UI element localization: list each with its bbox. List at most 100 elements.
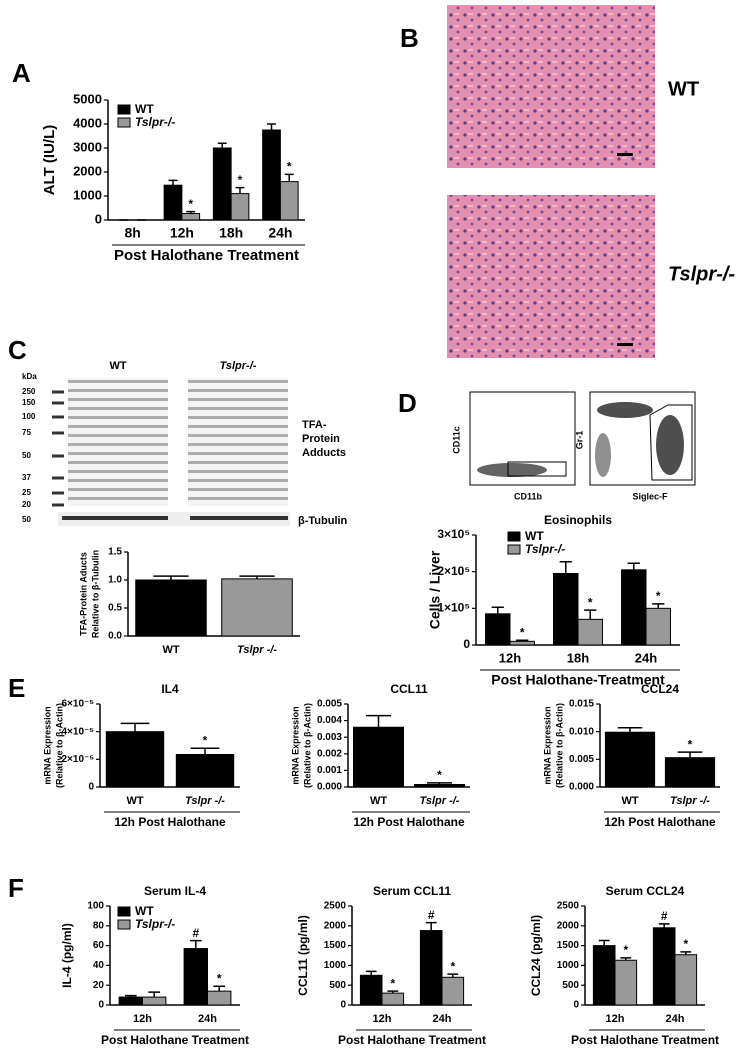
ladder-band: [52, 431, 64, 435]
x-axis-label: 12h Post Halothane: [114, 815, 226, 829]
bar: [118, 996, 143, 1006]
ladder-band: [52, 390, 64, 394]
marker-label: 75: [22, 428, 31, 437]
x-tick-label: 12h: [606, 1013, 625, 1025]
x-axis-label: Post Halothane Treatment: [338, 1033, 486, 1047]
y-tick-label: 1500: [324, 940, 347, 951]
x-tick-label: WT: [370, 795, 387, 807]
bar: [381, 992, 405, 1006]
y-axis-label: mRNA Expression: [290, 706, 300, 784]
blot-label: TFA-: [302, 419, 327, 431]
bar: [230, 193, 250, 221]
scale-bar: [617, 343, 633, 346]
marker-label: 37: [22, 473, 31, 482]
histology-label: Tslpr-/-: [668, 263, 735, 285]
error-bar: [598, 939, 610, 946]
bar: [181, 213, 201, 221]
y-tick-label: 3000: [73, 139, 102, 154]
marker-label: 25: [22, 488, 31, 497]
x-tick-label: WT: [162, 644, 179, 656]
legend-label: Tslpr-/-: [135, 115, 175, 129]
y-axis-label: CCL24 (pg/ml): [529, 915, 543, 996]
error-bar: [213, 985, 226, 992]
y-tick-label: 1000: [73, 187, 102, 202]
blot-image: [188, 378, 288, 506]
y-axis-label: Relative to β-Tubulin: [90, 550, 100, 638]
bar: [485, 613, 511, 646]
x-tick-label: 12h: [499, 650, 521, 665]
y-tick-label: 0.002: [317, 748, 342, 759]
panel-label: C: [8, 335, 27, 365]
error-bar: [491, 606, 504, 614]
error-bar: [365, 970, 377, 976]
significance-mark: *: [188, 197, 193, 211]
error-bar: [425, 921, 437, 931]
error-bar: [148, 991, 161, 998]
scale-bar: [617, 153, 633, 156]
x-tick-label: Tslpr -/-: [185, 795, 225, 807]
x-tick-label: 12h: [133, 1013, 152, 1025]
x-tick-label: WT: [126, 795, 143, 807]
bar: [163, 184, 183, 221]
y-tick-label: 0: [573, 1000, 579, 1011]
error-bar: [189, 939, 202, 949]
bar: [652, 927, 676, 1006]
histology-image: [447, 5, 655, 168]
x-tick-label: Tslpr -/-: [237, 644, 277, 656]
marker-label: 100: [22, 412, 36, 421]
error-bar: [124, 994, 137, 998]
significance-mark: *: [390, 976, 395, 990]
error-bar: [387, 990, 399, 994]
y-tick-label: 0: [98, 1000, 104, 1011]
x-axis-label: Post Halothane-Treatment: [491, 672, 665, 688]
error-bar: [168, 179, 178, 186]
x-tick-label: 24h: [666, 1013, 685, 1025]
x-tick-label: 24h: [433, 1013, 452, 1025]
error-bar: [217, 142, 227, 148]
y-tick-label: 80: [93, 920, 105, 931]
bar: [674, 954, 698, 1006]
legend-swatch: [117, 919, 131, 930]
error-bar: [627, 562, 640, 570]
tubulin-blot: [58, 512, 290, 526]
significance-mark: *: [688, 737, 693, 751]
chart-title: Serum CCL24: [606, 884, 685, 898]
bar: [142, 996, 167, 1006]
bar: [441, 976, 465, 1006]
flow-axis-label: CD11c: [451, 426, 461, 454]
x-tick-label: 18h: [567, 650, 589, 665]
y-axis-label: ALT (IU/L): [41, 125, 58, 196]
x-tick-label: 12h: [170, 225, 194, 241]
y-tick-label: 0.000: [317, 782, 342, 793]
y-tick-label: 1.0: [108, 575, 122, 586]
y-tick-label: 2500: [324, 901, 347, 912]
error-bar: [120, 722, 150, 732]
bar: [221, 578, 293, 637]
y-axis-label: mRNA Expression: [42, 706, 52, 784]
y-tick-label: 1000: [324, 960, 347, 971]
bar: [352, 726, 405, 788]
y-tick-label: 1500: [557, 940, 580, 951]
significance-mark: #: [192, 926, 199, 940]
y-axis-label: TFA-Protein Aducts: [78, 552, 88, 636]
y-tick-label: 0.005: [569, 754, 594, 765]
marker-label: 150: [22, 398, 36, 407]
error-bar: [284, 173, 294, 182]
x-tick-label: 24h: [635, 650, 657, 665]
blot-label: β-Tubulin: [298, 515, 348, 527]
x-tick-label: 24h: [268, 225, 292, 241]
blot-unit: kDa: [22, 372, 37, 381]
x-tick-label: Tslpr -/-: [420, 795, 460, 807]
y-tick-label: 2×10⁻⁵: [62, 754, 95, 765]
legend-swatch: [117, 117, 131, 128]
x-tick-label: 18h: [219, 225, 243, 241]
error-bar: [447, 973, 459, 978]
chart-title: CCL11: [390, 682, 428, 696]
legend-swatch: [117, 104, 131, 115]
marker-label: 50: [22, 451, 31, 460]
blot-label: Protein: [302, 433, 340, 445]
y-tick-label: 0.0: [108, 631, 122, 642]
error-bar: [426, 782, 453, 785]
y-tick-label: 0.000: [569, 782, 594, 793]
